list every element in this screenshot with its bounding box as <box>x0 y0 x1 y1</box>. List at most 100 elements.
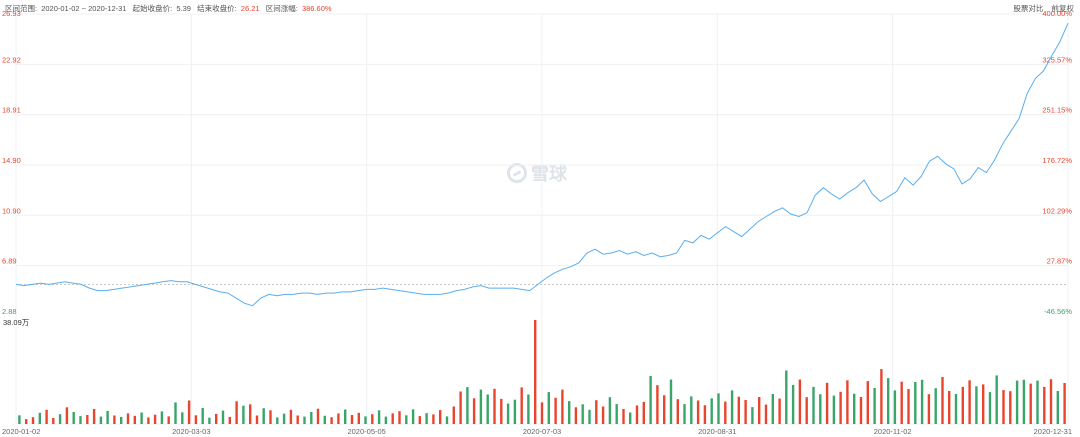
volume-bar <box>893 390 897 424</box>
volume-bar <box>486 394 489 424</box>
volume-bar <box>635 405 639 424</box>
volume-bar <box>751 407 754 424</box>
volume-bar <box>228 416 231 424</box>
price-line <box>15 23 1069 307</box>
volume-bar <box>58 414 62 424</box>
range-label: 区间范围: <box>5 4 38 13</box>
volume-bar <box>38 412 41 424</box>
volume-bar <box>683 404 686 424</box>
volume-bar <box>615 404 618 424</box>
volume-bar <box>303 416 306 424</box>
volume-bar <box>1036 380 1039 424</box>
volume-bar <box>425 413 428 424</box>
volume-bar <box>1043 386 1046 424</box>
chart-options: 股票对比 前复权 <box>1007 3 1074 14</box>
volume-bar <box>649 375 652 424</box>
volume-bar <box>187 400 191 424</box>
volume-bar <box>737 396 740 424</box>
volume-bar <box>249 404 252 424</box>
volume-bar <box>866 381 869 424</box>
volume-bar <box>86 415 89 424</box>
y-tick-right: -46.56% <box>1044 307 1072 316</box>
volume-bar <box>581 404 584 424</box>
volume-bar <box>276 417 279 424</box>
volume-bar <box>445 416 449 424</box>
adjust-button[interactable]: 前复权 <box>1051 4 1075 13</box>
volume-bar <box>31 417 35 424</box>
volume-bar <box>242 405 245 424</box>
volume-bar <box>1022 379 1026 424</box>
compare-button[interactable]: 股票对比 <box>1013 4 1044 13</box>
y-tick-right: 251.15% <box>1042 106 1072 115</box>
y-tick-left: 6.89 <box>2 257 17 266</box>
volume-bar <box>778 398 781 424</box>
volume-bar <box>411 409 415 424</box>
volume-bar <box>839 391 842 424</box>
volume-bar <box>344 409 347 424</box>
volume-bar <box>262 408 265 424</box>
volume-bar <box>45 409 48 424</box>
volume-bar <box>669 379 673 424</box>
volume-bar <box>371 414 374 424</box>
y-tick-left: 26.93 <box>2 9 21 18</box>
volume-bar <box>194 415 198 424</box>
watermark: 雪球 <box>507 160 567 186</box>
volume-bar <box>52 418 55 424</box>
volume-bar <box>1063 383 1066 424</box>
volume-bar <box>316 408 320 424</box>
volume-bar <box>744 400 747 424</box>
y-tick-right: 400.00% <box>1042 9 1072 18</box>
volume-bar <box>730 390 734 424</box>
volume-bar <box>758 397 761 424</box>
volume-bar <box>215 413 218 424</box>
volume-bar <box>92 409 96 424</box>
volume-bar <box>452 406 455 424</box>
volume-bar <box>500 398 503 424</box>
volume-bar <box>948 391 951 424</box>
end-price-label: 结束收盘价: <box>197 4 237 13</box>
y-tick-right: 176.72% <box>1042 156 1072 165</box>
volume-bar <box>1056 391 1059 424</box>
volume-bar <box>65 407 69 424</box>
volume-bar <box>282 413 286 424</box>
range-value: 2020-01-02 ~ 2020-12-31 <box>41 4 127 13</box>
y-tick-left: 2.88 <box>2 307 17 316</box>
volume-bar <box>201 407 204 424</box>
volume-bar <box>113 415 116 424</box>
volume-bar <box>384 416 388 424</box>
volume-bar <box>825 382 829 424</box>
volume-bar <box>588 409 591 424</box>
volume-bar <box>72 412 75 424</box>
volume-bar <box>120 416 123 424</box>
volume-bar <box>330 417 333 424</box>
volume-bar <box>269 410 272 424</box>
volume-bar <box>656 385 659 424</box>
volume-bar <box>568 401 571 424</box>
volume-bar <box>520 387 523 424</box>
volume-bar <box>459 391 462 424</box>
volume-bar <box>574 407 578 424</box>
y-tick-left: 14.90 <box>2 156 21 165</box>
volume-bar <box>418 416 421 424</box>
snowball-logo-icon <box>507 163 527 183</box>
start-price-value: 5.39 <box>176 4 191 13</box>
volume-bar <box>880 369 883 424</box>
y-tick-left: 10.90 <box>2 206 21 215</box>
volume-bar <box>1009 391 1012 424</box>
volume-bar <box>527 394 530 424</box>
volume-bar <box>887 378 890 424</box>
volume-bar <box>724 401 727 424</box>
volume-bar <box>540 402 544 424</box>
volume-bar <box>350 415 354 424</box>
volume-bar <box>561 389 564 424</box>
volume-bar <box>506 403 510 424</box>
volume-bar <box>221 410 225 424</box>
volume-bar <box>642 401 645 424</box>
volume-bar <box>493 388 496 424</box>
volume-bar <box>873 388 876 424</box>
volume-bar <box>126 413 130 424</box>
volume-bar <box>819 394 822 424</box>
x-tick: 2020-08-31 <box>698 427 736 436</box>
volume-bar <box>920 379 924 424</box>
